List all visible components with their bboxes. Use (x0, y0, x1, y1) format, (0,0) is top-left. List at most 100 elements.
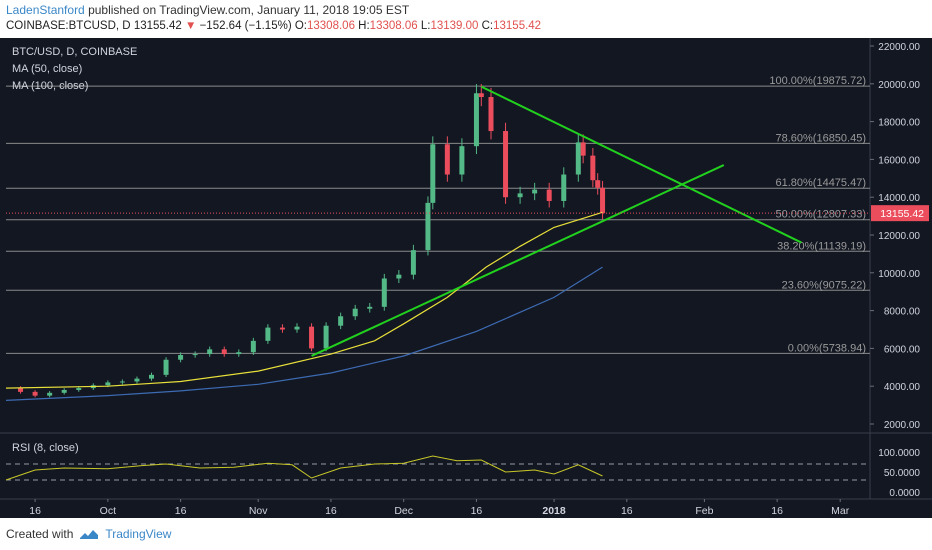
candle-body (580, 142, 586, 156)
time-axis[interactable]: 16 Oct 16 Nov 16 Dec 16 2018 16 Feb 16 Mar (29, 499, 850, 517)
time-tick-label: 16 (471, 505, 483, 517)
chart-background (0, 38, 932, 518)
legend-ma50[interactable]: MA (50, close) (12, 63, 82, 75)
fib-level-label: 38.20%(11139.19) (777, 240, 866, 252)
trendline (480, 85, 802, 244)
candle-body (178, 355, 184, 360)
ma100-line (5, 266, 603, 401)
candle-body (61, 389, 67, 393)
low-value: 13139.00 (430, 20, 479, 32)
candle-body (546, 189, 552, 201)
candle-body (352, 308, 358, 317)
last-price-tag (871, 205, 929, 222)
legend-title: BTC/USD, D, COINBASE (12, 46, 137, 58)
candle-body (119, 381, 125, 383)
fib-level-label: 100.00%(19875.72) (769, 75, 866, 87)
close-label: C: (481, 20, 494, 32)
candle-body (207, 349, 213, 355)
candle-body (236, 352, 242, 355)
candle-body (367, 306, 373, 309)
candle-body (517, 193, 523, 198)
rsi-pane[interactable]: 100.0000 50.0000 0.0000 (5, 448, 921, 499)
candle-body (192, 354, 198, 356)
price-tick-label: 16000.00 (878, 155, 920, 166)
change-text: −152.64 (−1.15%) (199, 20, 292, 32)
candle-body (279, 327, 285, 330)
time-tick-label: 16 (621, 505, 633, 517)
high-label: H: (358, 20, 370, 32)
close-value: 13155.42 (493, 20, 542, 32)
candle-body (595, 180, 601, 188)
candle-body (149, 374, 154, 379)
candle-body (265, 327, 271, 341)
price-tick-label: 22000.00 (878, 42, 920, 53)
candle-body (32, 391, 38, 396)
price-tick-label: 10000.00 (878, 269, 920, 280)
candle-body (294, 326, 300, 330)
time-tick-label: 16 (29, 505, 41, 517)
candle-body (134, 378, 140, 382)
price-axis[interactable]: 22000.00 20000.00 18000.00 16000.00 14000.00… (6, 42, 929, 431)
candle-body (221, 349, 227, 355)
rsi-tick-label: 100.0000 (878, 448, 920, 459)
time-tick-label: 2018 (542, 505, 566, 517)
candle-body (425, 202, 431, 251)
last-price: 13155.42 (133, 20, 182, 32)
published-text: published on TradingView.com, January 11… (88, 3, 410, 17)
tradingview-logo-icon (80, 530, 99, 539)
price-chart[interactable]: 100.00%(19875.72) 78.60%(16850.45) 61.80%(… (0, 38, 932, 518)
candle-body (503, 131, 509, 198)
fib-level-label: 50.00%(12807.33) (775, 209, 866, 221)
candle-body (532, 189, 538, 194)
time-tick-label: Oct (100, 505, 116, 517)
change-arrow: ▼ (184, 20, 197, 32)
author-link[interactable]: LadenStanford (6, 3, 85, 17)
price-tick-label: 2000.00 (884, 420, 921, 431)
candle-body (444, 144, 450, 175)
publish-header: LadenStanford published on TradingView.c… (6, 3, 409, 17)
candle-body (381, 278, 387, 307)
candle-body (250, 340, 256, 353)
candle-body (47, 392, 53, 396)
trendlines[interactable] (311, 85, 802, 357)
candle-body (473, 93, 479, 147)
candles (18, 84, 606, 398)
candle-body (459, 146, 465, 175)
time-tick-label: Nov (249, 505, 268, 517)
price-tick-label: 6000.00 (884, 344, 921, 355)
tradingview-link[interactable]: TradingView (105, 527, 172, 541)
open-label: O: (294, 20, 307, 32)
open-value: 13308.06 (307, 20, 355, 32)
candle-body (561, 174, 567, 201)
candle-body (338, 316, 344, 326)
candle-body (410, 250, 416, 275)
fib-retracement[interactable]: 100.00%(19875.72) 78.60%(16850.45) 61.80%(… (6, 75, 870, 354)
rsi-line (5, 455, 603, 481)
ohlc-header: COINBASE:BTCUSD, D 13155.42 ▼ −152.64 (−… (6, 20, 541, 32)
created-with-text: Created with (6, 527, 74, 541)
candle-body (600, 187, 606, 214)
ma50-line (5, 211, 603, 389)
candle-body (478, 93, 484, 98)
candle-body (105, 382, 111, 386)
time-tick-label: 16 (325, 505, 337, 517)
candle-body (396, 274, 402, 279)
fib-level-label: 23.60%(9075.22) (782, 279, 866, 291)
time-tick-label: 16 (771, 505, 783, 517)
candle-body (163, 359, 169, 375)
candle-body (430, 144, 436, 203)
low-label: L: (420, 20, 431, 32)
legend-ma100[interactable]: MA (100, close) (12, 80, 88, 92)
fib-level-label: 61.80%(14475.47) (775, 177, 866, 189)
candle-body (18, 388, 24, 392)
rsi-tick-label: 50.0000 (884, 468, 921, 479)
rsi-tick-label: 0.0000 (889, 488, 920, 499)
time-tick-label: Mar (831, 505, 850, 517)
trendline (311, 164, 725, 357)
legend-rsi[interactable]: RSI (8, close) (12, 442, 79, 454)
price-tick-label: 8000.00 (884, 307, 921, 318)
time-tick-label: Feb (695, 505, 713, 517)
price-tick-label: 14000.00 (878, 193, 920, 204)
time-tick-label: Dec (394, 505, 413, 517)
fib-level-label: 78.60%(16850.45) (775, 132, 866, 144)
